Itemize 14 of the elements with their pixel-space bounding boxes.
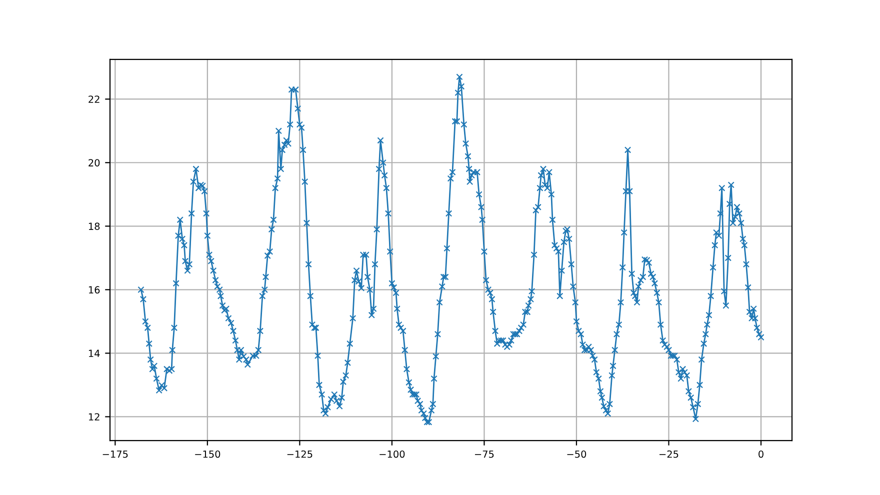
- x-tick-label: −150: [195, 450, 220, 458]
- x-tick-label: −125: [287, 450, 312, 458]
- y-tick-label: 20: [88, 159, 100, 166]
- y-tick-label: 12: [88, 413, 100, 420]
- x-tick-label: −175: [102, 450, 128, 458]
- y-tick-label: 18: [88, 222, 100, 230]
- x-tick-label: −25: [660, 450, 678, 458]
- x-tick-label: 0: [758, 450, 764, 458]
- y-tick-label: 22: [88, 96, 100, 103]
- y-tick-label: 16: [88, 286, 100, 294]
- x-tick-label: −50: [567, 450, 586, 458]
- x-tick-label: −75: [474, 450, 494, 458]
- y-tick-label: 14: [88, 350, 100, 357]
- x-tick-label: −100: [380, 450, 405, 458]
